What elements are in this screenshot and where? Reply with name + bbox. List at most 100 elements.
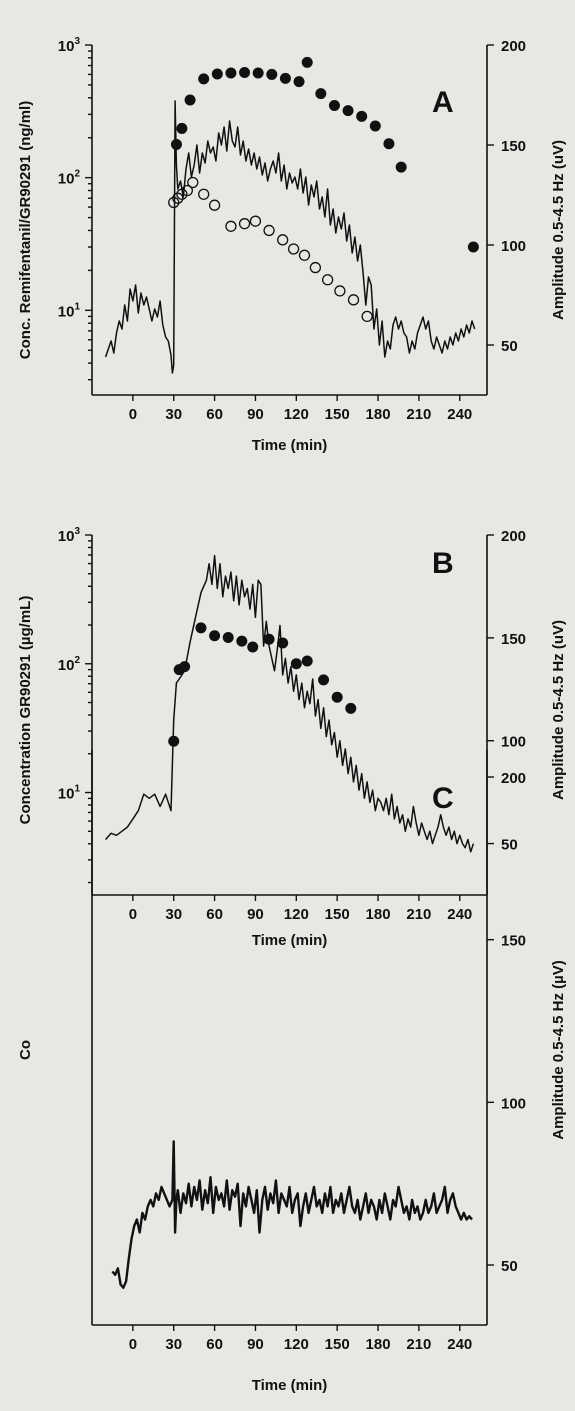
x-tick-label: 180 (366, 906, 391, 923)
eeg-amplitude-line (104, 100, 476, 374)
concentration-point-open (187, 176, 199, 189)
concentration-point-filled (345, 702, 357, 714)
concentration-point-filled (395, 161, 407, 173)
y-right-tick-label: 150 (501, 138, 526, 155)
y-right-tick-label: 50 (501, 1258, 518, 1275)
concentration-point-filled (467, 241, 479, 253)
x-axis-title: Time (min) (252, 1377, 328, 1394)
concentration-point-filled (176, 122, 188, 134)
panel-letter: A (432, 86, 454, 119)
x-tick-label: 180 (366, 1336, 391, 1353)
concentration-point-filled (293, 76, 305, 88)
y-left-tick-label: 102 (58, 169, 81, 188)
concentration-point-filled (279, 72, 291, 84)
concentration-point-filled (198, 73, 210, 85)
y-right-axis-title: Amplitude 0.5-4.5 Hz (µV) (550, 960, 567, 1140)
concentration-point-filled (225, 67, 237, 79)
y-right-axis-title: Amplitude 0.5-4.5 Hz (uV) (550, 620, 567, 800)
x-tick-label: 120 (284, 406, 309, 423)
x-tick-label: 60 (206, 1336, 223, 1353)
concentration-point-open (277, 234, 289, 246)
y-left-tick-label: 101 (58, 301, 81, 320)
y-right-tick-label: 100 (501, 1095, 526, 1112)
concentration-point-open (238, 218, 251, 230)
concentration-point-filled (222, 631, 234, 643)
x-tick-label: 120 (284, 1336, 309, 1353)
y-left-tick-label: 102 (58, 655, 81, 674)
y-right-tick-label: 100 (501, 238, 526, 255)
x-tick-label: 0 (129, 406, 137, 423)
concentration-point-open (225, 220, 237, 232)
y-right-axis-title: Amplitude 0.5-4.5 Hz (uV) (550, 140, 567, 320)
eeg-amplitude-line (105, 554, 475, 853)
x-tick-label: 150 (325, 406, 350, 423)
y-left-axis-title: Concentration GR90291 (µg/mL) (17, 596, 34, 825)
x-tick-label: 240 (447, 406, 472, 423)
x-tick-label: 240 (447, 906, 472, 923)
y-right-tick-label: 150 (501, 933, 526, 950)
concentration-point-open (347, 294, 360, 306)
panel-c: 0 30 60 90 120 150 180 210 240 50 100 150 200 C Time (… (17, 750, 567, 1394)
x-tick-label: 30 (165, 1336, 182, 1353)
concentration-point-filled (247, 641, 259, 653)
x-tick-label: 30 (165, 406, 182, 423)
y-left-axis-title: Conc. Remifentanil/GR90291 (ng/ml) (17, 101, 34, 359)
x-tick-label: 210 (406, 906, 431, 923)
concentration-point-filled (342, 105, 354, 117)
x-tick-label: 120 (284, 906, 309, 923)
y-right-tick-label: 200 (501, 38, 526, 55)
x-tick-label: 90 (247, 906, 264, 923)
concentration-point-filled (331, 691, 343, 703)
concentration-point-open (198, 188, 210, 200)
concentration-point-filled (318, 674, 330, 686)
concentration-point-filled (266, 68, 278, 80)
x-tick-label: 0 (129, 1336, 137, 1353)
x-tick-label: 150 (325, 1336, 350, 1353)
x-tick-label: 180 (366, 406, 391, 423)
concentration-point-filled (184, 94, 196, 106)
panel-a: 0 30 60 90 120 150 180 210 240 101 102 103 50 100 150 2… (17, 36, 567, 454)
y-left-tick-label: 103 (58, 526, 81, 545)
concentration-point-open (168, 196, 180, 209)
concentration-point-filled (290, 658, 302, 670)
x-tick-label: 90 (247, 1336, 264, 1353)
concentration-point-filled (239, 67, 251, 79)
y-left-tick-label: 103 (58, 36, 81, 55)
concentration-point-open (321, 274, 334, 286)
concentration-point-filled (315, 88, 327, 100)
concentration-point-open (208, 199, 221, 211)
concentration-point-filled (277, 637, 289, 649)
concentration-point-filled (179, 661, 191, 673)
y-right-tick-label: 200 (501, 770, 526, 787)
y-left-axis-title: Co (17, 1040, 34, 1060)
concentration-point-open (287, 243, 300, 255)
panel-letter: B (432, 547, 454, 580)
x-tick-label: 210 (406, 1336, 431, 1353)
y-right-tick-label: 200 (501, 528, 526, 545)
y-right-tick-label: 150 (501, 631, 526, 648)
x-tick-label: 60 (206, 906, 223, 923)
concentration-point-open (298, 249, 311, 261)
concentration-point-filled (209, 630, 221, 642)
concentration-point-filled (252, 67, 264, 79)
concentration-point-open (249, 215, 262, 227)
x-tick-label: 0 (129, 906, 137, 923)
concentration-point-filled (195, 622, 207, 634)
concentration-point-filled (383, 138, 395, 150)
y-left-tick-label: 101 (58, 784, 81, 803)
eeg-amplitude-line (111, 1140, 473, 1289)
concentration-point-open (172, 192, 184, 204)
y-right-tick-label: 50 (501, 837, 518, 854)
x-axis-title: Time (min) (252, 932, 328, 949)
x-tick-label: 60 (206, 406, 223, 423)
concentration-point-open (361, 310, 373, 323)
x-tick-label: 30 (165, 906, 182, 923)
x-axis-title: Time (min) (252, 437, 328, 454)
x-tick-label: 150 (325, 906, 350, 923)
concentration-point-filled (369, 120, 381, 132)
panel-b: 0 30 60 90 120 150 180 210 240 101 102 103 50 100 150 2… (17, 526, 567, 949)
panel-letter: C (432, 782, 454, 815)
x-tick-label: 210 (406, 406, 431, 423)
x-tick-label: 90 (247, 406, 264, 423)
